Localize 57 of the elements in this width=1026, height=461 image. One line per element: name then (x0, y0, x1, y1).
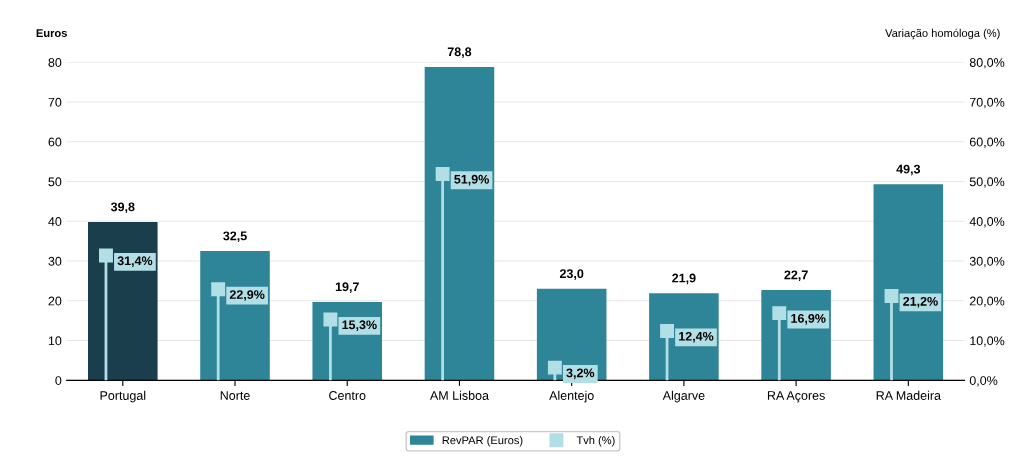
x-tick-label: Alentejo (549, 390, 594, 403)
y2-tick-label: 20,0% (969, 296, 1005, 307)
data-label: 12,4% (679, 331, 714, 343)
y2-tick-label: 10,0% (970, 336, 1005, 347)
legend-label: Tvh (%) (576, 436, 615, 447)
point (99, 248, 113, 263)
data-label: 22,7 (784, 270, 808, 282)
y2-tick-label: 40,0% (969, 217, 1005, 228)
point (323, 312, 338, 327)
bar (424, 67, 495, 381)
data-label: 21,2% (903, 296, 938, 308)
y-tick-label: 40 (48, 217, 62, 226)
data-label: 15,3% (342, 320, 377, 332)
data-label: 49,3 (896, 164, 921, 176)
point (211, 282, 226, 297)
y-tick-label: 20 (48, 296, 62, 306)
x-tick-label: RA Madeira (876, 390, 941, 400)
data-label: 51,9% (454, 174, 489, 186)
y-tick-label: 70 (48, 97, 62, 107)
y-tick-label: 50 (48, 177, 62, 187)
x-tick-label: Centro (329, 391, 366, 400)
y-tick-label: 30 (48, 256, 62, 266)
x-tick-label: AM Lisboa (429, 390, 489, 400)
data-label: 21,9 (672, 273, 696, 285)
legend-label: RevPAR (Euros) (442, 436, 523, 447)
data-label: 39,8 (110, 202, 135, 214)
data-label: 3,2% (566, 368, 595, 380)
x-tick-label: Portugal (100, 390, 146, 403)
data-label: 16,9% (791, 313, 826, 325)
point (772, 306, 787, 321)
y2-tick-label: 0,0% (969, 376, 998, 387)
y2-tick-label: 70,0% (969, 97, 1005, 109)
y-tick-label: 0 (55, 376, 62, 385)
point (435, 167, 450, 181)
data-label: 22,9% (229, 290, 265, 301)
y-axis-title: Euros (36, 29, 67, 37)
bar (873, 184, 944, 381)
x-tick-label: RA Açores (767, 391, 825, 403)
point (884, 289, 899, 303)
y2-axis-title: Variação homóloga (%) (885, 28, 1000, 40)
data-label: 23,0 (559, 269, 584, 280)
data-label: 78,8 (447, 47, 472, 59)
data-label: 32,5 (223, 231, 247, 243)
x-tick-label: Norte (220, 391, 250, 400)
y2-tick-label: 30,0% (969, 256, 1005, 268)
y-tick-label: 60 (48, 137, 62, 147)
point (660, 324, 675, 338)
point (547, 360, 562, 375)
x-tick-label: Algarve (662, 390, 705, 403)
y-tick-label: 10 (48, 336, 62, 346)
y2-tick-label: 60,0% (969, 137, 1005, 148)
y2-tick-label: 50,0% (969, 177, 1005, 188)
data-label: 31,4% (117, 256, 153, 267)
bar (88, 222, 158, 381)
y2-tick-label: 80,0% (969, 58, 1005, 69)
y-tick-label: 80 (48, 58, 62, 67)
data-label: 19,7 (335, 282, 359, 293)
